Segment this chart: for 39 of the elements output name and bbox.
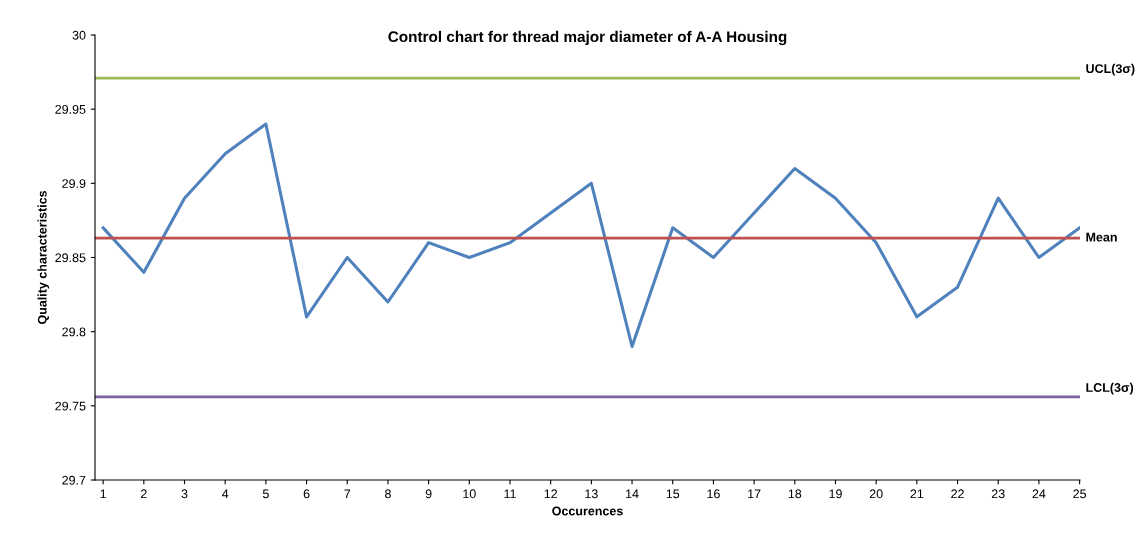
y-tick-label: 29.8 <box>62 327 86 337</box>
x-tick-label: 7 <box>344 489 351 499</box>
x-tick-label: 25 <box>1073 489 1087 499</box>
x-tick-label: 24 <box>1032 489 1046 499</box>
y-axis-title: Quality characteristics <box>37 190 50 325</box>
x-axis-title: Occurences <box>552 506 623 516</box>
x-tick-label: 12 <box>544 489 557 499</box>
x-tick-label: 14 <box>626 489 639 499</box>
x-tick-label: 21 <box>910 489 924 499</box>
x-tick-label: 18 <box>788 489 802 499</box>
x-tick-label: 9 <box>425 489 432 499</box>
ref-line-label: UCL(3σ) <box>1086 63 1135 76</box>
x-tick-label: 15 <box>666 489 680 499</box>
x-tick-label: 16 <box>707 489 720 499</box>
x-tick-label: 13 <box>585 489 598 499</box>
x-tick-label: 17 <box>748 489 761 499</box>
x-tick-label: 20 <box>869 489 883 499</box>
x-tick-label: 8 <box>385 489 391 499</box>
x-tick-label: 19 <box>829 489 842 499</box>
y-tick-label: 29.9 <box>62 179 86 188</box>
x-tick-label: 11 <box>504 489 516 499</box>
ref-line-label: LCL(3σ) <box>1086 382 1134 395</box>
y-tick-label: 29.7 <box>62 475 86 485</box>
x-tick-label: 6 <box>303 489 310 499</box>
chart-title: Control chart for thread major diameter of A-A Housing <box>388 30 787 46</box>
x-tick-label: 10 <box>463 489 476 499</box>
line-series <box>101 122 1080 349</box>
y-tick-label: 29.85 <box>55 253 86 263</box>
y-tick-label: 29.95 <box>55 104 86 114</box>
x-tick-label: 2 <box>140 489 147 499</box>
x-tick-label: 23 <box>991 489 1005 499</box>
x-tick-label: 1 <box>100 489 106 499</box>
ref-line-label: Mean <box>1086 232 1117 242</box>
x-tick-label: 5 <box>262 489 269 499</box>
y-tick-label: 30 <box>72 30 86 40</box>
x-tick-label: 4 <box>222 489 229 499</box>
x-tick-label: 22 <box>951 489 964 499</box>
y-tick-label: 29.75 <box>55 401 86 411</box>
x-tick-label: 3 <box>181 489 188 499</box>
